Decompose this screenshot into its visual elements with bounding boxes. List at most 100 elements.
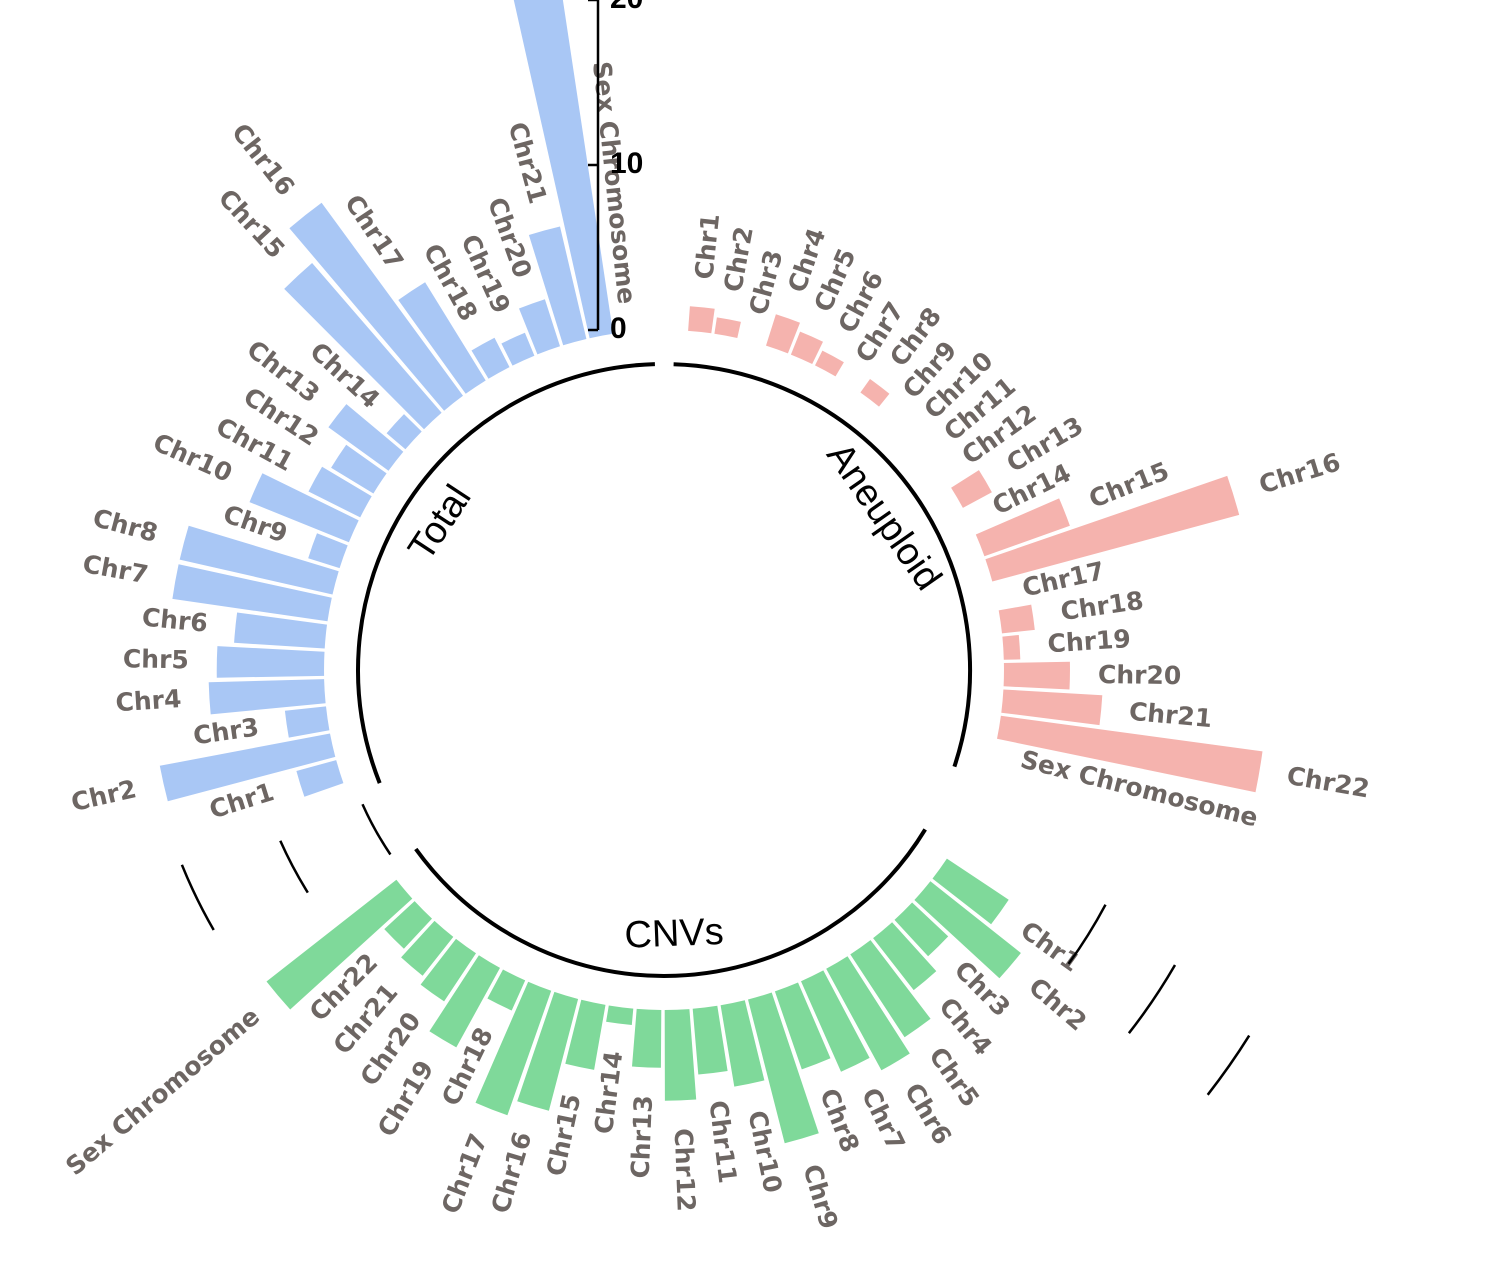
bar-cnvs-chr20: [420, 938, 476, 1002]
bar-total-chr19: [501, 332, 535, 366]
bar-cnvs-chr2: [914, 881, 1021, 979]
bar-total-chr22: [513, 0, 614, 339]
bar-total-chr21: [528, 226, 587, 346]
bar-aneuploid-chr2: [714, 317, 741, 338]
gap-arc-5: [279, 840, 309, 894]
bar-aneuploid-chr4: [766, 314, 800, 354]
bar-aneuploid-chr18: [998, 604, 1035, 634]
axis-tick-label-0: 0: [610, 312, 627, 345]
label-cnvs-chr17: Chr17: [436, 1130, 493, 1218]
bar-aneuploid-chr21: [1001, 689, 1103, 726]
label-total-chr3: Chr3: [191, 712, 260, 750]
bar-total-chr20: [519, 299, 560, 355]
group-ring-aneuploid: [673, 362, 973, 768]
gap-arc-1: [1067, 904, 1107, 965]
bar-total-chr15: [284, 263, 442, 430]
label-total-chr2: Chr2: [68, 774, 139, 817]
bar-aneuploid-chr5: [790, 331, 823, 364]
bar-total-chr13: [328, 404, 404, 471]
bar-total-chr5: [216, 646, 325, 678]
bar-total-chr16: [289, 202, 463, 411]
bar-cnvs-chr5: [850, 940, 931, 1038]
bar-aneuploid-chr20: [1003, 661, 1070, 690]
bar-cnvs-chr19: [429, 955, 500, 1048]
label-cnvs-chr1: Chr1: [1015, 916, 1085, 978]
bar-aneuploid-chr16: [985, 475, 1240, 582]
bar-cnvs-chr13: [632, 1008, 662, 1068]
bar-cnvs-chr18: [487, 969, 526, 1011]
label-cnvs-chr13: Chr13: [626, 1095, 659, 1179]
bar-total-chr18: [471, 337, 510, 379]
bars: [159, 0, 1263, 1144]
axis-tick-label-10: 10: [610, 147, 643, 180]
bar-total-chr2: [159, 733, 336, 802]
label-total-chr6: Chr6: [141, 603, 209, 638]
bar-total-chr11: [308, 466, 372, 518]
group-label-cnvs: CNVs: [624, 911, 725, 957]
label-cnvs-sex-chromosome: Sex Chromosome: [60, 1002, 265, 1181]
label-cnvs-chr12: Chr12: [669, 1128, 701, 1212]
label-total-chr5: Chr5: [123, 644, 189, 674]
bar-total-chr8: [179, 525, 339, 595]
bar-cnvs-chr4: [873, 922, 937, 991]
label-cnvs-chr9: Chr9: [797, 1161, 843, 1232]
label-aneuploid-chr19: Chr19: [1047, 624, 1132, 658]
bar-cnvs-chr10: [720, 1000, 765, 1087]
bar-aneuploid-chr1: [688, 306, 715, 334]
bar-cnvs-chr22: [384, 901, 432, 949]
bar-cnvs-chr11: [692, 1005, 728, 1075]
gap-arc-3: [1206, 1034, 1251, 1096]
bar-cnvs-chr9: [748, 992, 819, 1144]
label-cnvs-chr16: Chr16: [486, 1129, 538, 1217]
group-ring-total: [356, 362, 655, 784]
bar-total-chr1: [296, 760, 344, 797]
gap-arc-4: [361, 803, 392, 856]
bar-total-chr10: [249, 473, 359, 543]
bar-total-chr14: [386, 414, 422, 450]
bar-aneuploid-chr8: [860, 379, 890, 407]
bar-aneuploid-chr6: [815, 350, 844, 377]
bar-total-chr9: [308, 533, 348, 569]
label-total-chr4: Chr4: [115, 684, 183, 717]
bar-aneuploid-chr13: [951, 470, 992, 508]
bar-total-chr17: [398, 282, 486, 394]
bar-total-chr7: [172, 564, 332, 622]
radial-axis: 0 10 20: [588, 0, 643, 345]
gap-arc-2: [1127, 964, 1177, 1034]
bar-aneuploid-chr22: [997, 715, 1263, 793]
bar-cnvs-chr16: [517, 991, 579, 1111]
label-aneuploid-chr21: Chr21: [1128, 697, 1214, 733]
bar-total-chr3: [284, 706, 330, 738]
bar-cnvs-chr7: [801, 970, 870, 1072]
label-aneuploid-chr22: Chr22: [1285, 761, 1372, 804]
label-cnvs-chr2: Chr2: [1023, 972, 1092, 1037]
axis-tick-label-20: 20: [610, 0, 643, 15]
bar-cnvs-sex-chromosome: [266, 879, 413, 1010]
gap-arcs: [180, 803, 1251, 1096]
bar-total-chr4: [208, 679, 326, 715]
label-total-chr8: Chr8: [90, 503, 161, 548]
group-label-total: Total: [400, 478, 479, 568]
bar-cnvs-chr6: [826, 956, 910, 1071]
bar-total-chr6: [234, 612, 327, 649]
bar-cnvs-chr14: [606, 1005, 634, 1025]
label-total-chr7: Chr7: [80, 549, 150, 589]
bar-cnvs-chr3: [894, 902, 949, 957]
bar-cnvs-chr12: [664, 1009, 697, 1101]
bar-cnvs-chr8: [774, 982, 831, 1070]
bar-cnvs-chr1: [932, 858, 1009, 925]
label-aneuploid-chr1: Chr1: [689, 212, 725, 281]
bar-aneuploid-chr15: [975, 498, 1070, 557]
label-cnvs-chr11: Chr11: [703, 1099, 742, 1185]
bar-aneuploid-chr19: [1002, 635, 1021, 660]
bar-cnvs-chr17: [475, 981, 552, 1116]
gap-arc-6: [180, 864, 215, 931]
bar-total-chr12: [331, 444, 387, 494]
bar-cnvs-chr21: [401, 920, 454, 976]
label-aneuploid-chr20: Chr20: [1098, 660, 1182, 690]
group-ring-cnvs: [414, 828, 927, 978]
bar-cnvs-chr15: [565, 999, 606, 1070]
label-aneuploid-chr16: Chr16: [1256, 447, 1344, 499]
